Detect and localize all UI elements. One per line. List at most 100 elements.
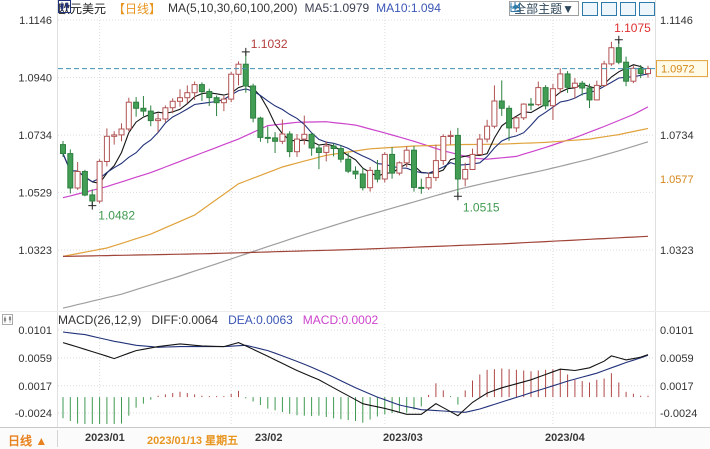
- candle-body: [520, 103, 527, 119]
- candle[interactable]: [147, 105, 154, 127]
- candle[interactable]: [513, 116, 520, 133]
- candle[interactable]: [645, 65, 651, 78]
- candle[interactable]: [447, 130, 454, 145]
- candle[interactable]: [155, 113, 162, 133]
- candle[interactable]: [308, 132, 315, 156]
- candle[interactable]: [352, 166, 359, 179]
- candle[interactable]: [593, 80, 600, 101]
- candle[interactable]: [133, 97, 140, 117]
- candle[interactable]: [315, 144, 322, 170]
- candle[interactable]: [432, 144, 439, 181]
- candle[interactable]: [184, 85, 191, 104]
- candle-body: [645, 68, 651, 75]
- price-axis: 1.1146 1.0940 1.0734 1.0529 1.0323 1.1146 1.07…: [18, 15, 708, 257]
- candle[interactable]: [630, 65, 637, 84]
- candle[interactable]: [601, 60, 608, 87]
- candle[interactable]: [301, 115, 308, 145]
- theme-dropdown[interactable]: 全部主题▼: [509, 1, 579, 16]
- candle[interactable]: [440, 134, 447, 165]
- candle[interactable]: [535, 81, 542, 107]
- candle[interactable]: [257, 116, 264, 142]
- candle[interactable]: [169, 98, 176, 114]
- candle[interactable]: [162, 105, 169, 123]
- candle[interactable]: [506, 105, 513, 141]
- candle[interactable]: [330, 143, 337, 157]
- chart-canvas[interactable]: 1.0482 1.1032 1.0515 1.1075 1.1146 1.0940 1.07…: [0, 0, 710, 427]
- candle-body: [462, 169, 469, 180]
- candle[interactable]: [140, 96, 147, 117]
- candle-body: [528, 103, 534, 106]
- macd-axis-label-right: 0.0059: [660, 353, 694, 365]
- candle[interactable]: [198, 82, 205, 101]
- scale-settings-button[interactable]: [510, 1, 617, 16]
- candle[interactable]: [118, 123, 125, 142]
- candle[interactable]: [323, 141, 330, 162]
- candle[interactable]: [476, 134, 483, 156]
- candle[interactable]: [213, 95, 220, 117]
- candle[interactable]: [557, 68, 564, 94]
- candle[interactable]: [272, 132, 279, 153]
- candle[interactable]: [549, 84, 556, 120]
- candle[interactable]: [264, 126, 271, 144]
- candle[interactable]: [542, 85, 549, 110]
- candle[interactable]: [67, 149, 74, 194]
- candle[interactable]: [586, 83, 593, 108]
- candle[interactable]: [294, 134, 300, 157]
- candle[interactable]: [220, 96, 227, 112]
- candle[interactable]: [411, 146, 417, 192]
- candle[interactable]: [469, 148, 476, 170]
- candle[interactable]: [228, 72, 235, 103]
- candle-body: [454, 134, 461, 180]
- candle[interactable]: [484, 119, 491, 143]
- candle[interactable]: [462, 162, 469, 187]
- price-axis-label-left: 1.0734: [18, 130, 52, 142]
- candle[interactable]: [571, 78, 578, 99]
- candle-body: [206, 91, 213, 99]
- candle[interactable]: [637, 65, 644, 79]
- candle[interactable]: [74, 162, 81, 190]
- chart-header: 欧元美元 【日线】 MA(5,10,30,60,100,200) MA5:1.0…: [58, 0, 441, 16]
- crosshair-button[interactable]: [510, 1, 598, 16]
- annotation-price-label: 1.0482: [98, 209, 135, 223]
- candle[interactable]: [103, 128, 110, 167]
- candle[interactable]: [177, 89, 183, 107]
- candle[interactable]: [615, 39, 622, 65]
- candle[interactable]: [381, 152, 388, 183]
- candle[interactable]: [359, 167, 366, 191]
- candle[interactable]: [60, 141, 66, 157]
- candle[interactable]: [96, 159, 103, 204]
- go-to-latest-button[interactable]: [510, 1, 655, 16]
- candle[interactable]: [608, 41, 615, 66]
- candle[interactable]: [454, 127, 461, 197]
- candle[interactable]: [191, 81, 198, 100]
- candle[interactable]: [425, 172, 432, 190]
- candle[interactable]: [528, 98, 534, 111]
- candle[interactable]: [125, 97, 132, 132]
- candle[interactable]: [623, 56, 630, 87]
- candle[interactable]: [491, 85, 498, 129]
- candle[interactable]: [337, 145, 344, 163]
- candle[interactable]: [403, 146, 410, 167]
- candle[interactable]: [498, 80, 505, 116]
- candle[interactable]: [111, 131, 118, 145]
- candle[interactable]: [564, 71, 571, 93]
- candle[interactable]: [396, 161, 403, 176]
- candle[interactable]: [250, 83, 257, 123]
- candle[interactable]: [235, 61, 242, 86]
- candle[interactable]: [418, 178, 425, 194]
- candle[interactable]: [374, 160, 381, 183]
- candle[interactable]: [345, 153, 352, 174]
- candle[interactable]: [389, 147, 396, 179]
- candle[interactable]: [286, 131, 293, 158]
- period-selector[interactable]: 日线 ▲: [8, 434, 48, 448]
- pan-right-button[interactable]: [510, 1, 636, 16]
- candle[interactable]: [81, 169, 88, 197]
- candle[interactable]: [242, 51, 249, 93]
- candle[interactable]: [279, 119, 286, 145]
- candle[interactable]: [579, 80, 586, 96]
- candle-body: [103, 135, 110, 163]
- candle[interactable]: [206, 88, 213, 107]
- candle[interactable]: [520, 103, 527, 120]
- candle[interactable]: [367, 167, 374, 192]
